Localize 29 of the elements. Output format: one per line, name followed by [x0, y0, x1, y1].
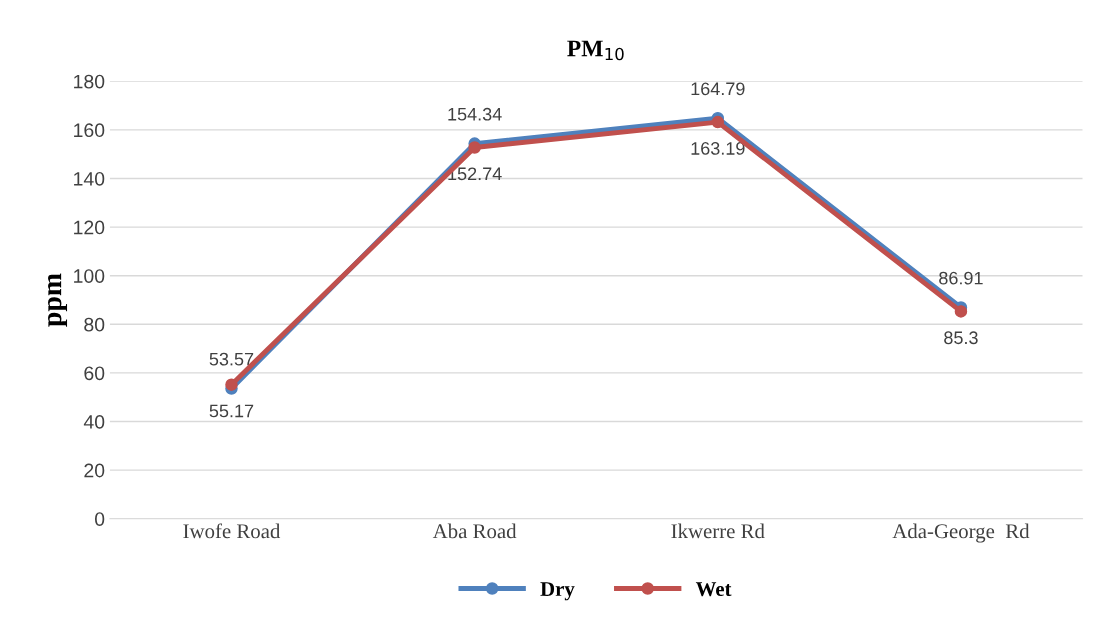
- y-tick-label: 100: [74, 269, 105, 283]
- y-tick-label: 40: [83, 415, 105, 429]
- point: [954, 305, 968, 318]
- x-tick-label: Ada-George Rd: [892, 523, 1030, 543]
- x-tick-label: Ikwerre Rd: [671, 523, 765, 539]
- y-tick-label: 160: [74, 123, 105, 138]
- y-tick-label: 180: [74, 74, 105, 89]
- y-tick-label: 60: [84, 366, 105, 381]
- y-tick-label: 20: [84, 463, 105, 478]
- data-label: 164.79: [691, 82, 745, 96]
- legend-label: Wet: [695, 582, 732, 597]
- data-label: 53.57: [209, 352, 254, 366]
- y-axis-title: ppm: [48, 273, 68, 327]
- data-label: 55.17: [209, 404, 254, 418]
- x-tick-label: Aba Road: [432, 523, 517, 539]
- data-label: 86.91: [939, 271, 983, 285]
- point: [711, 115, 725, 129]
- data-label: 85.3: [944, 331, 978, 345]
- point: [225, 378, 238, 391]
- y-tick-label: 80: [84, 317, 105, 332]
- y-tick-label: 0: [94, 512, 105, 526]
- x-tick-label: Iwofe Road: [183, 523, 281, 539]
- y-tick-label: 120: [74, 220, 105, 235]
- chart-title: PM$_{10}$: [567, 40, 624, 61]
- legend-label: Dry: [540, 582, 575, 601]
- data-label: 154.34: [448, 107, 502, 121]
- point: [468, 141, 481, 154]
- data-label: 163.19: [691, 142, 745, 155]
- y-tick-label: 140: [74, 171, 105, 186]
